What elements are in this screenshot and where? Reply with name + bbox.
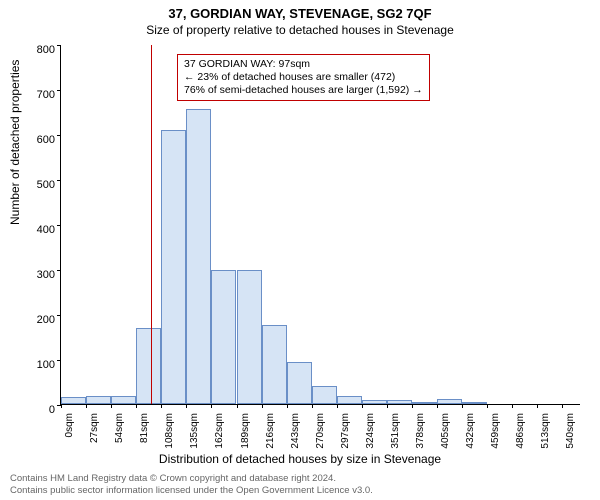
x-tick-mark (262, 404, 263, 408)
x-tick-mark (462, 404, 463, 408)
x-tick-mark (487, 404, 488, 408)
histogram-bar (237, 270, 262, 404)
x-tick-label: 324sqm (365, 413, 376, 457)
x-tick-label: 405sqm (440, 413, 451, 457)
x-tick-mark (86, 404, 87, 408)
histogram-bar (211, 270, 236, 404)
x-tick-mark (111, 404, 112, 408)
annotation-line: 37 GORDIAN WAY: 97sqm (184, 58, 423, 71)
x-tick-label: 513sqm (540, 413, 551, 457)
x-tick-mark (287, 404, 288, 408)
x-tick-label: 432sqm (465, 413, 476, 457)
x-tick-mark (412, 404, 413, 408)
x-tick-label: 378sqm (415, 413, 426, 457)
histogram-bar (287, 362, 312, 404)
x-tick-label: 486sqm (515, 413, 526, 457)
histogram-bar (412, 402, 437, 404)
histogram-bar (312, 386, 337, 404)
x-tick-label: 0sqm (64, 413, 75, 457)
y-tick-mark (57, 135, 61, 136)
x-tick-mark (537, 404, 538, 408)
histogram-bar (111, 396, 136, 404)
annotation-box: 37 GORDIAN WAY: 97sqm← 23% of detached h… (177, 54, 430, 101)
histogram-bar (387, 400, 412, 405)
y-tick-mark (57, 225, 61, 226)
histogram-bar (136, 328, 161, 405)
y-tick-label: 400 (25, 224, 55, 236)
chart-container: 37, GORDIAN WAY, STEVENAGE, SG2 7QF Size… (0, 0, 600, 500)
annotation-line: ← 23% of detached houses are smaller (47… (184, 71, 423, 84)
x-tick-mark (362, 404, 363, 408)
chart-subtitle: Size of property relative to detached ho… (0, 23, 600, 37)
x-tick-mark (61, 404, 62, 408)
x-tick-mark (186, 404, 187, 408)
footer-attribution: Contains HM Land Registry data © Crown c… (10, 473, 373, 496)
property-marker-line (151, 45, 152, 404)
x-tick-label: 297sqm (340, 413, 351, 457)
y-tick-mark (57, 45, 61, 46)
histogram-bar (462, 402, 487, 404)
y-tick-label: 600 (25, 134, 55, 146)
x-tick-mark (437, 404, 438, 408)
x-tick-label: 189sqm (240, 413, 251, 457)
plot-area: 37 GORDIAN WAY: 97sqm← 23% of detached h… (60, 45, 580, 405)
histogram-bar (86, 396, 111, 404)
x-tick-mark (512, 404, 513, 408)
histogram-bar (61, 397, 86, 404)
histogram-bar (337, 396, 362, 404)
y-tick-label: 0 (25, 404, 55, 416)
y-tick-mark (57, 315, 61, 316)
y-tick-label: 800 (25, 44, 55, 56)
plot-inner: 37 GORDIAN WAY: 97sqm← 23% of detached h… (60, 45, 580, 405)
y-tick-mark (57, 360, 61, 361)
y-tick-label: 100 (25, 359, 55, 371)
x-tick-label: 540sqm (565, 413, 576, 457)
y-tick-label: 200 (25, 314, 55, 326)
x-tick-mark (337, 404, 338, 408)
x-tick-label: 270sqm (315, 413, 326, 457)
histogram-bar (362, 400, 387, 405)
x-tick-label: 351sqm (390, 413, 401, 457)
x-tick-label: 135sqm (189, 413, 200, 457)
x-tick-mark (387, 404, 388, 408)
y-tick-mark (57, 270, 61, 271)
x-tick-label: 81sqm (139, 413, 150, 457)
histogram-bar (186, 109, 211, 404)
x-tick-label: 54sqm (114, 413, 125, 457)
x-tick-mark (562, 404, 563, 408)
x-tick-label: 27sqm (89, 413, 100, 457)
y-tick-mark (57, 90, 61, 91)
histogram-bar (437, 399, 462, 404)
x-tick-mark (161, 404, 162, 408)
annotation-line: 76% of semi-detached houses are larger (… (184, 84, 423, 97)
x-tick-mark (136, 404, 137, 408)
x-tick-label: 216sqm (265, 413, 276, 457)
x-tick-mark (211, 404, 212, 408)
y-tick-mark (57, 180, 61, 181)
y-axis-label: Number of detached properties (8, 60, 22, 225)
x-tick-label: 459sqm (490, 413, 501, 457)
y-tick-label: 500 (25, 179, 55, 191)
footer-line-1: Contains HM Land Registry data © Crown c… (10, 473, 373, 484)
x-tick-mark (237, 404, 238, 408)
x-tick-label: 108sqm (164, 413, 175, 457)
footer-line-2: Contains public sector information licen… (10, 485, 373, 496)
x-tick-label: 243sqm (290, 413, 301, 457)
x-tick-mark (312, 404, 313, 408)
y-tick-label: 700 (25, 89, 55, 101)
y-tick-label: 300 (25, 269, 55, 281)
chart-title: 37, GORDIAN WAY, STEVENAGE, SG2 7QF (0, 0, 600, 21)
x-tick-label: 162sqm (214, 413, 225, 457)
histogram-bar (262, 325, 287, 404)
histogram-bar (161, 130, 186, 405)
